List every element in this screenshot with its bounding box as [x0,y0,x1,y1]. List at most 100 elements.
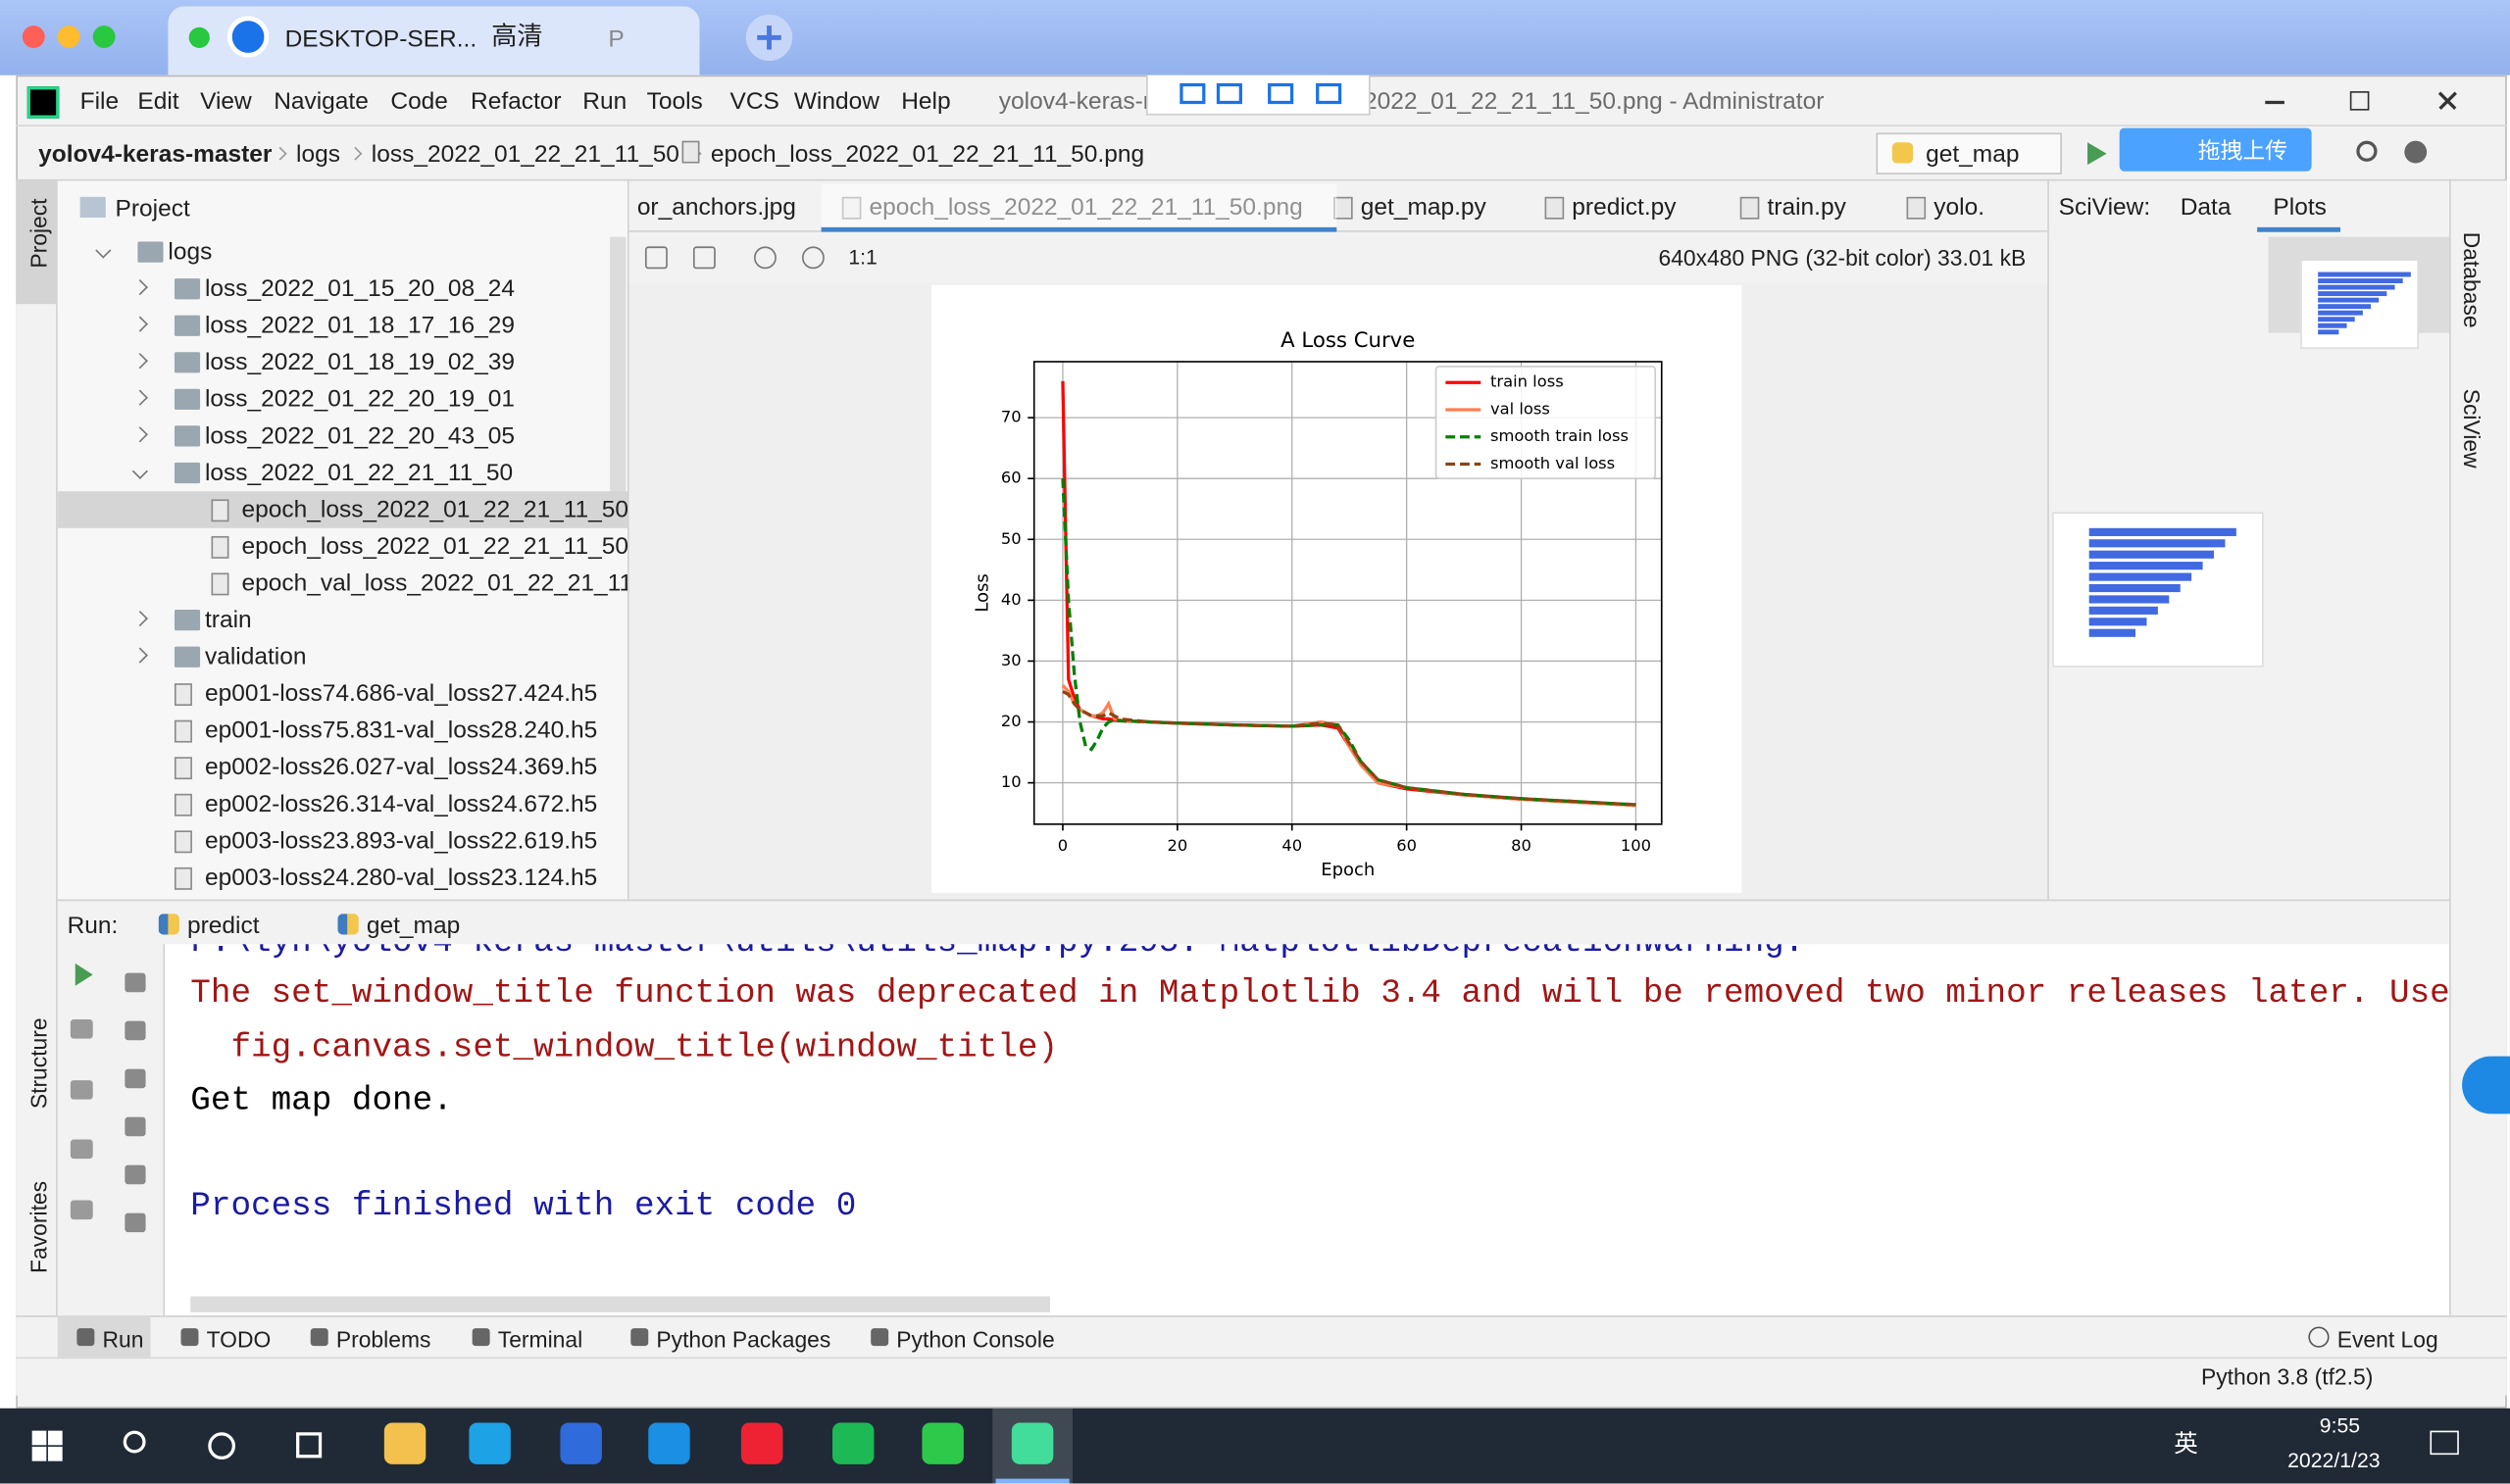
stripe-label[interactable]: Database [2458,231,2485,328]
menu-item[interactable]: Navigate [274,87,369,116]
notification-icon [2430,1430,2459,1456]
tree-item[interactable]: epoch_loss_2022_01_22_21_11_50.txt [241,532,629,561]
tree-item[interactable]: ep003-loss23.893-val_loss22.619.h5 [204,827,598,855]
thumb-bar [2088,595,2170,604]
image-info: 640x480 PNG (32-bit color) 33.01 kB [1658,244,2027,271]
tab-icon [1544,196,1565,220]
python-icon [158,914,179,935]
sciview-tab[interactable]: Data [2180,193,2232,222]
thumb-bar [2088,562,2203,570]
menu-item[interactable]: View [200,87,252,116]
thumb-bar [2088,618,2147,626]
interpreter[interactable]: Python 3.8 (tf2.5) [2200,1363,2374,1390]
bottom-icon [310,1328,328,1347]
x-tick-label: 0 [1058,836,1068,855]
tool-icon [70,1200,93,1220]
event-log[interactable]: Event Log [2336,1326,2438,1353]
loss-chart: A Loss Curve Epoch Loss 10 20 30 40 50 60 70 0 20 40… [931,284,1742,894]
menu-item[interactable]: File [79,87,120,116]
file-icon [211,535,229,559]
bottom-tab[interactable]: Run [102,1326,144,1353]
tree-item[interactable]: ep001-loss75.831-val_loss28.240.h5 [204,717,598,745]
menu-item[interactable]: Code [390,87,448,116]
run-button[interactable] [2087,142,2107,166]
stripe-label[interactable]: Structure [25,1017,52,1110]
breadcrumb-item[interactable]: epoch_loss_2022_01_22_21_11_50.png [710,140,1145,169]
bottom-tab[interactable]: Problems [335,1326,431,1353]
tree-item[interactable]: validation [204,643,307,671]
bottom-icon [472,1328,490,1347]
editor-tab[interactable]: yolo. [1933,193,1985,222]
taskbar-app [922,1422,964,1464]
sciview-tab[interactable]: Plots [2273,193,2327,222]
thumb-bar [2088,527,2236,536]
run-tab[interactable]: get_map [366,912,461,940]
divider [16,124,2507,126]
thumb-bar [2088,550,2215,559]
bottom-tab[interactable]: TODO [206,1326,272,1353]
selected-row [57,491,628,528]
menu-item[interactable]: Edit [137,87,179,116]
zoom-button[interactable]: 1:1 [848,244,878,270]
start-tile [47,1446,63,1461]
menu-item[interactable]: VCS [729,87,779,116]
console-line: F:\lyh\yolov4-keras-master\utils\utils_m… [190,944,1804,964]
menu-item[interactable]: Run [582,87,628,116]
bottom-tab[interactable]: Python Console [896,1326,1055,1353]
tree-item[interactable]: ep003-loss24.280-val_loss23.124.h5 [204,864,598,892]
remote-icon [1216,82,1242,105]
tab-icon [1739,196,1760,220]
editor-tab[interactable]: train.py [1767,193,1846,222]
menu-item[interactable]: Refactor [471,87,562,116]
tree-item[interactable]: loss_2022_01_22_20_19_01 [204,385,515,414]
tool-icon [70,1019,93,1039]
thumb-bar [2088,539,2226,548]
ime-indicator[interactable]: 英 [2174,1430,2198,1459]
y-tick-label: 10 [1001,772,1022,791]
stripe-label[interactable]: Project [25,198,52,269]
tree-arrow [131,353,148,370]
tree-item[interactable]: epoch_val_loss_2022_01_22_21_11_50 [241,569,628,597]
event-icon [2308,1326,2330,1348]
run-tab[interactable]: predict [187,912,260,940]
tab-title[interactable]: DESKTOP-SER... [284,25,477,53]
menu-item[interactable]: Window [793,87,879,116]
tree-item[interactable]: loss_2022_01_18_19_02_39 [204,348,515,376]
tree-item[interactable]: ep002-loss26.314-val_loss24.672.h5 [204,790,598,818]
bottom-tab[interactable]: Python Packages [656,1326,831,1353]
tree-item[interactable]: ep002-loss26.027-val_loss24.369.h5 [204,754,598,781]
tree-item[interactable]: loss_2022_01_22_21_11_50 [204,459,514,487]
tree-item[interactable]: loss_2022_01_22_20_43_05 [204,422,515,450]
breadcrumb-item[interactable]: logs [296,140,340,169]
editor-tab[interactable]: predict.py [1572,193,1677,222]
tree-arrow [95,242,112,259]
remote-toolbar [1146,74,1371,116]
bottom-tab[interactable]: Terminal [497,1326,583,1353]
tree-item[interactable]: logs [168,238,213,267]
tree-item[interactable]: loss_2022_01_18_17_16_29 [204,312,515,340]
rerun-button[interactable] [75,963,93,986]
user-icon [226,16,270,58]
menu-item[interactable]: Help [901,87,951,116]
breadcrumb-item[interactable]: yolov4-keras-master [38,140,273,169]
bottom-icon [76,1328,95,1347]
tree-item[interactable]: epoch_loss_2022_01_22_21_11_50.pn [241,496,629,523]
editor-tab[interactable]: get_map.py [1360,193,1486,222]
upload-label[interactable]: 拖拽上传 [2197,137,2288,164]
breadcrumb-item[interactable]: loss_2022_01_22_21_11_50 [371,140,679,169]
tree-item[interactable]: ep001-loss74.686-val_loss27.424.h5 [204,679,598,708]
tree-arrow [131,463,148,479]
y-tick-label: 50 [1001,529,1022,548]
run-config-label[interactable]: get_map [1926,140,2020,169]
tree-item[interactable]: loss_2022_01_15_20_08_24 [204,274,515,303]
editor-tab[interactable]: or_anchors.jpg [636,193,796,222]
panel-title[interactable]: Project [115,195,190,223]
stripe-label[interactable]: SciView [2458,388,2485,469]
project-panel: Project logs loss_2022_01_15_20_08_24 loss_… [57,180,629,900]
tree-item[interactable]: train [204,606,252,634]
thumb-bar [2088,572,2192,581]
stripe-label[interactable]: Favorites [25,1180,52,1273]
menu-item[interactable]: Tools [646,87,703,116]
bottom-icon [871,1328,889,1347]
plot-thumb-large [2052,512,2264,668]
